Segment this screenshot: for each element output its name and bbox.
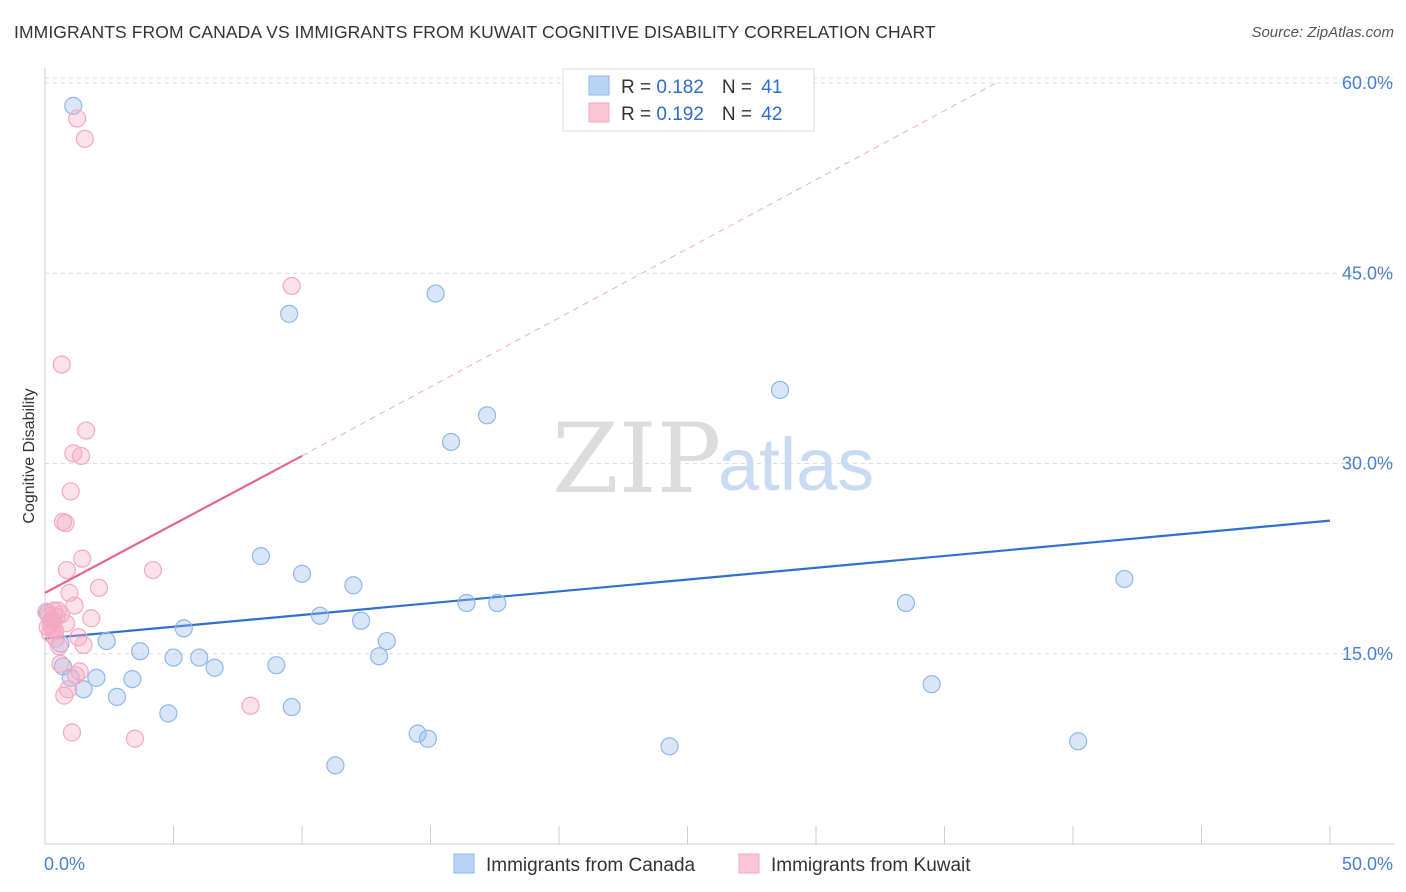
y-tick-label: 15.0% xyxy=(1342,644,1393,664)
point-canada xyxy=(280,304,299,323)
point-canada xyxy=(251,547,270,566)
legend-canada-r-label: R = xyxy=(621,77,656,98)
point-canada xyxy=(130,642,150,661)
point-canada xyxy=(488,593,507,613)
point-canada xyxy=(426,284,445,303)
point-kuwait xyxy=(68,109,87,128)
series-legend-label-canada: Immigrants from Canada xyxy=(486,855,696,876)
point-kuwait xyxy=(57,560,76,580)
legend-kuwait-r-label: R = xyxy=(621,104,656,125)
legend-kuwait-n-value: 42 xyxy=(761,104,782,125)
point-canada xyxy=(660,737,679,756)
legend-swatch-canada xyxy=(588,75,610,96)
point-canada xyxy=(896,593,916,613)
point-canada xyxy=(190,648,209,667)
trend-extension-1 xyxy=(301,82,997,457)
legend-canada-stats: R = 0.182 N = 41 xyxy=(621,77,782,98)
point-kuwait xyxy=(56,514,75,533)
point-canada xyxy=(159,704,178,723)
point-kuwait xyxy=(125,729,145,748)
x-tick-label-max: 50.0% xyxy=(1342,854,1393,874)
series-legend-swatch-canada xyxy=(453,853,475,874)
point-canada xyxy=(326,756,345,775)
point-kuwait xyxy=(73,549,92,568)
point-kuwait xyxy=(56,614,76,633)
legend-kuwait-stats: R = 0.192 N = 42 xyxy=(621,104,782,125)
series-legend: Immigrants from Canada Immigrants from K… xyxy=(453,853,971,876)
point-kuwait xyxy=(59,680,78,699)
point-canada xyxy=(97,631,116,651)
trend-lines xyxy=(44,82,1331,640)
point-canada xyxy=(408,724,427,743)
y-tick-label: 30.0% xyxy=(1342,454,1393,474)
point-kuwait xyxy=(77,421,96,440)
y-axis-label: Cognitive Disability xyxy=(21,388,38,523)
point-canada xyxy=(370,647,389,666)
point-canada xyxy=(1069,732,1088,751)
data-points xyxy=(37,96,1134,775)
y-tick-label: 60.0% xyxy=(1342,73,1393,93)
point-kuwait xyxy=(143,560,163,580)
legend-kuwait-n-label: N = xyxy=(722,104,757,125)
x-tick-label-min: 0.0% xyxy=(44,854,85,874)
series-legend-swatch-kuwait xyxy=(738,853,760,874)
point-kuwait xyxy=(282,276,301,296)
point-canada xyxy=(292,564,312,583)
point-canada xyxy=(418,729,438,748)
watermark-atlas: atlas xyxy=(718,423,874,506)
chart-source: Source: ZipAtlas.com xyxy=(1251,24,1394,41)
point-canada xyxy=(205,658,224,677)
series-legend-label-kuwait: Immigrants from Kuwait xyxy=(771,855,971,876)
point-kuwait xyxy=(82,609,101,628)
point-kuwait xyxy=(75,129,94,148)
grid-lines xyxy=(45,77,1395,655)
legend-canada-n-value: 41 xyxy=(761,77,782,98)
point-canada xyxy=(107,687,127,706)
point-canada xyxy=(174,619,193,638)
point-kuwait xyxy=(51,605,71,624)
x-axis-ticks xyxy=(44,826,1331,844)
point-canada xyxy=(87,668,106,687)
point-kuwait xyxy=(89,578,109,597)
point-canada xyxy=(1115,569,1134,589)
point-canada xyxy=(123,670,142,689)
watermark: ZIP atlas xyxy=(552,403,874,515)
point-canada xyxy=(922,675,941,694)
point-kuwait xyxy=(65,596,84,615)
point-canada xyxy=(344,576,363,595)
point-canada xyxy=(267,656,286,675)
stats-legend: R = 0.182 N = 41 R = 0.192 N = 42 xyxy=(562,68,815,132)
chart-title: IMMIGRANTS FROM CANADA VS IMMIGRANTS FRO… xyxy=(14,22,936,42)
y-tick-label: 45.0% xyxy=(1342,263,1393,283)
legend-kuwait-r-value: 0.192 xyxy=(656,104,704,125)
point-canada xyxy=(441,432,461,452)
y-tick-labels: 15.0% 30.0% 45.0% 60.0% xyxy=(1342,73,1393,664)
point-canada xyxy=(377,631,396,651)
point-canada xyxy=(61,668,80,687)
legend-canada-n-label: N = xyxy=(722,77,757,98)
trend-line-1 xyxy=(44,454,303,594)
point-kuwait xyxy=(74,635,93,654)
point-canada xyxy=(310,606,330,625)
point-canada xyxy=(282,697,301,717)
point-kuwait xyxy=(46,629,65,648)
point-kuwait xyxy=(61,482,80,501)
point-canada xyxy=(74,680,93,699)
point-kuwait xyxy=(62,723,82,742)
point-kuwait xyxy=(71,446,91,466)
point-kuwait xyxy=(70,662,89,681)
legend-swatch-kuwait xyxy=(588,102,610,123)
legend-canada-r-value: 0.182 xyxy=(656,77,704,98)
point-canada xyxy=(457,593,476,613)
point-kuwait xyxy=(52,355,71,374)
point-canada xyxy=(477,406,497,425)
trend-line-0 xyxy=(44,519,1331,640)
point-kuwait xyxy=(51,654,70,674)
point-canada xyxy=(770,380,790,400)
point-canada xyxy=(164,648,183,667)
point-kuwait xyxy=(241,696,260,715)
watermark-zip: ZIP xyxy=(552,403,721,515)
point-canada xyxy=(352,611,371,630)
